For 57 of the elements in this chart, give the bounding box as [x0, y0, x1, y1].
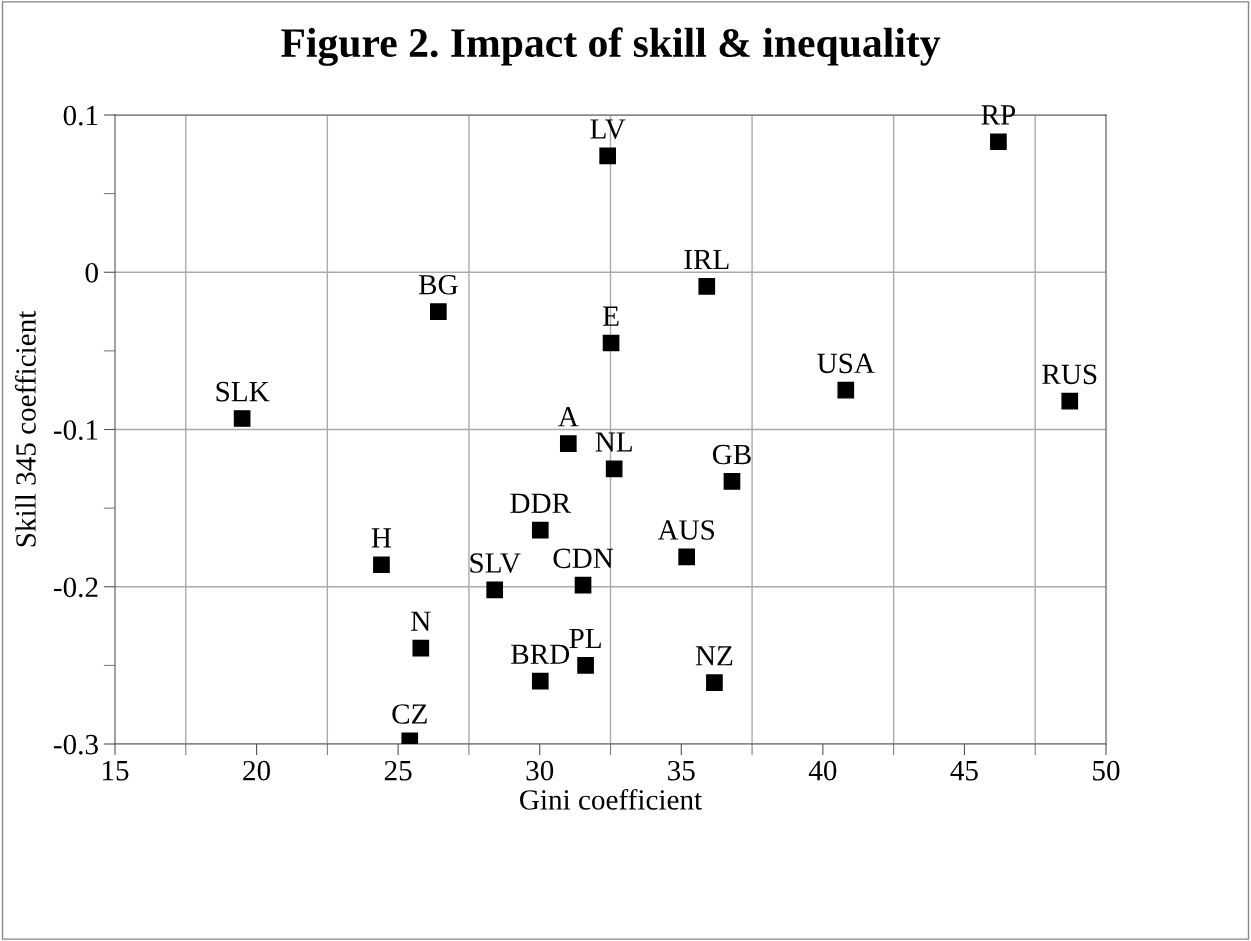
annotation: IRL [684, 249, 729, 270]
point [574, 576, 592, 594]
annotation: E [603, 306, 619, 326]
y-tick-label: 0 [85, 262, 98, 283]
point [531, 521, 549, 539]
point [559, 435, 577, 452]
point [605, 460, 623, 478]
x-tick-label: 15 [102, 760, 129, 781]
point [602, 334, 620, 352]
x-tick-label: 20 [243, 760, 271, 781]
y-tick-label: 0.1 [63, 105, 98, 126]
annotation: GB [712, 444, 751, 465]
point [531, 672, 549, 690]
annotation: N [411, 611, 431, 631]
annotation: USA [817, 353, 875, 374]
point [706, 674, 723, 692]
annotation: RP [981, 105, 1016, 125]
x-tick-label: 35 [668, 760, 695, 781]
point [599, 147, 617, 165]
point [837, 381, 855, 399]
x-axis-title: Gini coefficient [520, 788, 702, 810]
annotation: CZ [392, 704, 427, 724]
annotation: DDR [510, 493, 572, 513]
point [1061, 392, 1079, 410]
x-tick-label: 45 [950, 761, 978, 781]
annotation: SLK [216, 381, 270, 402]
point [233, 410, 251, 427]
annotation: H [371, 528, 392, 548]
point [698, 278, 716, 295]
chart-title: Figure 2. Impact of skill & inequality [281, 27, 941, 66]
point [373, 556, 390, 574]
y-tick-label: -0.1 [53, 420, 98, 441]
annotation: RUS [1042, 364, 1097, 385]
annotation: BRD [511, 644, 570, 664]
y-axis-title: Skill 345 coefficient [15, 310, 36, 547]
point [486, 581, 504, 599]
x-tick-label: 30 [526, 760, 554, 781]
point [412, 639, 430, 657]
y-tick-label: -0.3 [53, 734, 98, 755]
annotation: AUS [657, 520, 715, 540]
point [723, 473, 741, 490]
annotation: SLV [470, 553, 521, 574]
annotation: NL [595, 432, 632, 452]
point [577, 657, 594, 674]
point [430, 303, 447, 320]
y-tick-label: -0.2 [53, 577, 98, 598]
x-tick-label: 25 [384, 760, 412, 781]
annotation: BG [418, 274, 458, 295]
annotation: LV [590, 119, 626, 139]
x-tick-label: 40 [808, 760, 837, 781]
point [678, 548, 695, 566]
point [990, 133, 1007, 151]
annotation: CDN [553, 548, 614, 569]
annotation: A [558, 407, 579, 427]
annotation: PL [569, 628, 601, 649]
x-tick-label: 50 [1093, 760, 1120, 781]
annotation: NZ [695, 646, 733, 666]
